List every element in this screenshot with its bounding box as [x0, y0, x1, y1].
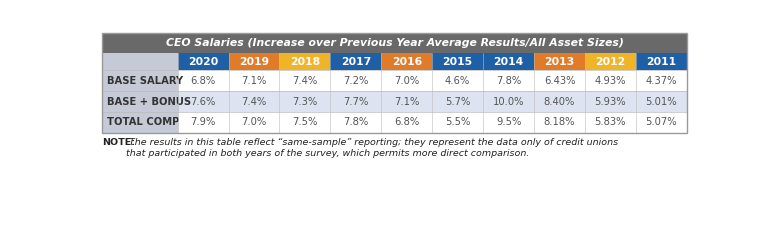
Bar [534, 112, 585, 133]
Text: 7.4%: 7.4% [241, 96, 266, 107]
Bar [330, 112, 381, 133]
Text: 7.6%: 7.6% [190, 96, 216, 107]
Text: 4.93%: 4.93% [594, 76, 626, 86]
Bar [102, 33, 687, 133]
Text: 2014: 2014 [494, 57, 524, 67]
Text: 6.8%: 6.8% [190, 76, 216, 86]
Bar [178, 70, 229, 91]
Bar [229, 91, 280, 112]
Bar [483, 112, 534, 133]
Text: BASE + BONUS: BASE + BONUS [107, 96, 191, 107]
Bar [585, 91, 636, 112]
Bar [534, 91, 585, 112]
Bar [178, 112, 229, 133]
Text: 7.8%: 7.8% [343, 117, 369, 127]
Text: 2013: 2013 [544, 57, 574, 67]
Text: 5.83%: 5.83% [594, 117, 626, 127]
Bar [330, 91, 381, 112]
Text: 6.8%: 6.8% [394, 117, 420, 127]
Text: 7.8%: 7.8% [496, 76, 521, 86]
Text: 7.9%: 7.9% [190, 117, 216, 127]
Bar [483, 54, 534, 70]
Bar [432, 54, 483, 70]
Text: 7.1%: 7.1% [394, 96, 420, 107]
Bar [229, 112, 280, 133]
Bar [102, 112, 178, 133]
Bar [483, 70, 534, 91]
Bar [585, 70, 636, 91]
Bar [636, 54, 687, 70]
Text: 2016: 2016 [392, 57, 422, 67]
Bar [534, 54, 585, 70]
Text: 6.43%: 6.43% [544, 76, 575, 86]
Text: 9.5%: 9.5% [496, 117, 521, 127]
Bar [280, 70, 330, 91]
Bar [280, 54, 330, 70]
Text: 8.40%: 8.40% [544, 96, 575, 107]
Bar [178, 54, 229, 70]
Text: 8.18%: 8.18% [544, 117, 575, 127]
Bar [229, 70, 280, 91]
Text: 10.0%: 10.0% [493, 96, 524, 107]
Text: 5.5%: 5.5% [445, 117, 470, 127]
Bar [280, 112, 330, 133]
Text: 7.0%: 7.0% [241, 117, 266, 127]
Bar [102, 91, 178, 112]
Text: BASE SALARY: BASE SALARY [107, 76, 183, 86]
Text: 5.07%: 5.07% [645, 117, 677, 127]
Bar [432, 112, 483, 133]
Bar [432, 70, 483, 91]
Text: 5.7%: 5.7% [445, 96, 470, 107]
Bar [102, 33, 687, 54]
Bar [381, 112, 432, 133]
Text: 2019: 2019 [239, 57, 269, 67]
Bar [432, 91, 483, 112]
Text: 7.1%: 7.1% [241, 76, 266, 86]
Bar [585, 54, 636, 70]
Text: 2015: 2015 [443, 57, 473, 67]
Text: 4.37%: 4.37% [645, 76, 677, 86]
Text: 5.01%: 5.01% [645, 96, 677, 107]
Bar [636, 91, 687, 112]
Text: 5.93%: 5.93% [594, 96, 626, 107]
Text: 7.7%: 7.7% [343, 96, 369, 107]
Bar [381, 91, 432, 112]
Bar [636, 112, 687, 133]
Bar [178, 91, 229, 112]
Bar [229, 54, 280, 70]
Text: 7.3%: 7.3% [293, 96, 317, 107]
Text: 2012: 2012 [595, 57, 625, 67]
Bar [280, 91, 330, 112]
Bar [102, 54, 178, 70]
Bar [483, 91, 534, 112]
Text: 7.0%: 7.0% [394, 76, 420, 86]
Text: NOTE:: NOTE: [102, 138, 136, 147]
Text: 7.5%: 7.5% [293, 117, 317, 127]
Bar [534, 70, 585, 91]
Bar [102, 70, 178, 91]
Text: 7.4%: 7.4% [293, 76, 317, 86]
Text: 2017: 2017 [340, 57, 371, 67]
Bar [381, 54, 432, 70]
Bar [330, 54, 381, 70]
Text: 2011: 2011 [646, 57, 676, 67]
Text: CEO Salaries (Increase over Previous Year Average Results/All Asset Sizes): CEO Salaries (Increase over Previous Yea… [166, 38, 624, 48]
Bar [585, 112, 636, 133]
Text: 4.6%: 4.6% [445, 76, 470, 86]
Text: 2020: 2020 [188, 57, 218, 67]
Text: TOTAL COMP: TOTAL COMP [107, 117, 179, 127]
Bar [330, 70, 381, 91]
Text: 2018: 2018 [290, 57, 320, 67]
Bar [381, 70, 432, 91]
Text: The results in this table reflect “same-sample” reporting; they represent the da: The results in this table reflect “same-… [126, 138, 618, 157]
Text: 7.2%: 7.2% [343, 76, 369, 86]
Bar [636, 70, 687, 91]
